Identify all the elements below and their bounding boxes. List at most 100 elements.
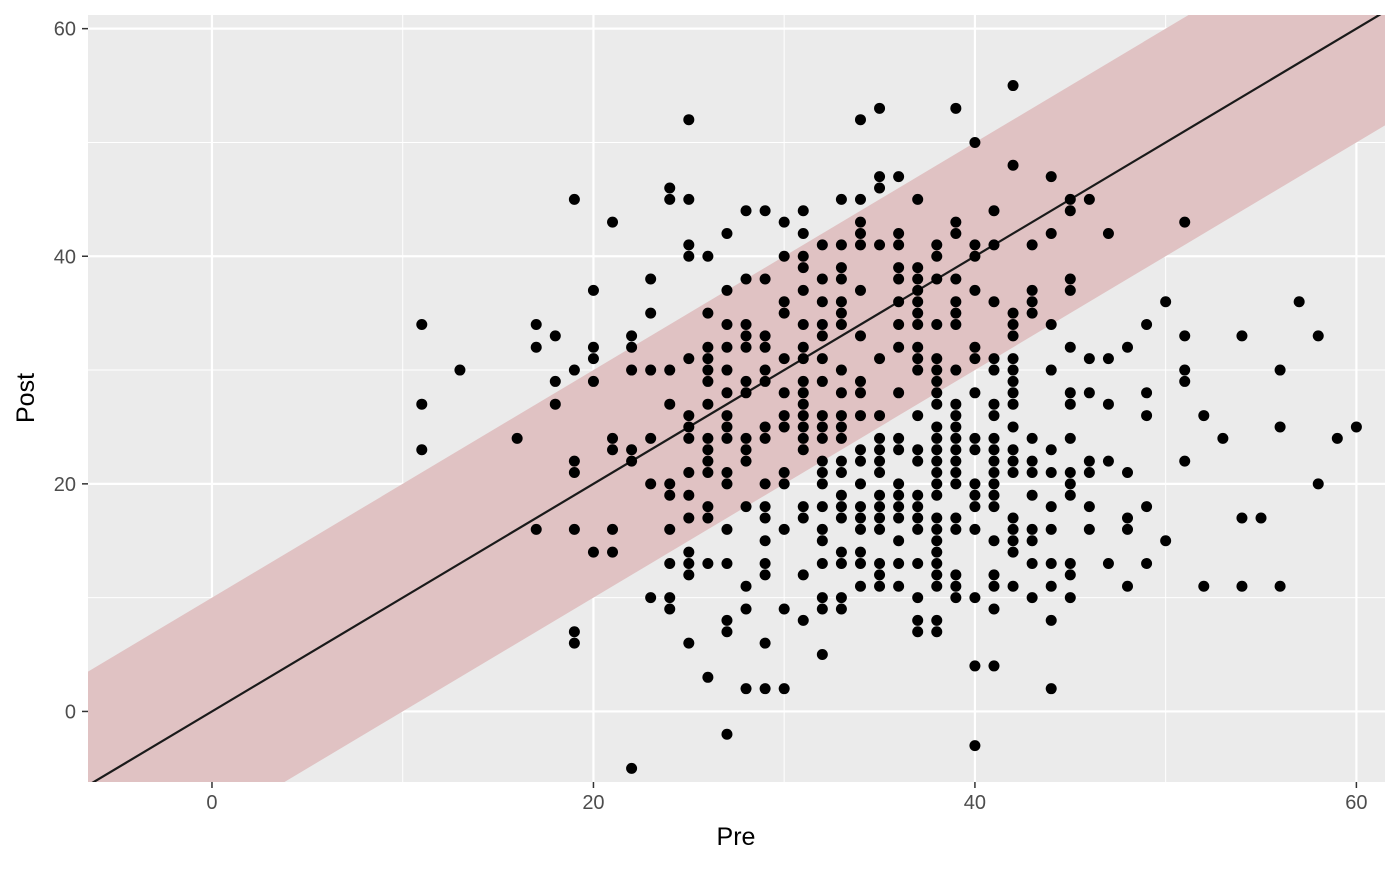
- data-point: [835, 410, 847, 422]
- data-point: [988, 205, 1000, 217]
- y-tick-label: 0: [65, 701, 76, 723]
- data-point: [1045, 614, 1057, 626]
- data-point: [1007, 319, 1019, 331]
- data-point: [835, 512, 847, 524]
- data-point: [1198, 410, 1210, 422]
- data-point: [797, 375, 809, 387]
- data-point: [835, 296, 847, 308]
- data-point: [931, 387, 943, 399]
- data-point: [988, 569, 1000, 581]
- data-point: [912, 523, 924, 535]
- data-point: [950, 569, 962, 581]
- data-point: [645, 307, 657, 319]
- y-axis: 0 20 40 60: [54, 19, 88, 723]
- data-point: [1331, 432, 1343, 444]
- data-point: [969, 341, 981, 353]
- y-axis-title: Post: [12, 373, 40, 423]
- data-point: [931, 535, 943, 547]
- data-point: [702, 512, 714, 524]
- data-point: [759, 478, 771, 490]
- data-point: [931, 478, 943, 490]
- data-point: [1026, 432, 1038, 444]
- data-point: [1083, 387, 1095, 399]
- data-point: [702, 432, 714, 444]
- data-point: [1064, 478, 1076, 490]
- data-point: [740, 603, 752, 615]
- x-axis: 0 20 40 60: [206, 782, 1368, 814]
- data-point: [969, 478, 981, 490]
- data-point: [931, 546, 943, 558]
- data-point: [835, 592, 847, 604]
- reference-line: [91, 15, 1382, 782]
- data-point: [950, 398, 962, 410]
- data-point: [854, 478, 866, 490]
- data-point: [587, 353, 599, 365]
- data-point: [1026, 284, 1038, 296]
- data-point: [988, 353, 1000, 365]
- data-point: [854, 455, 866, 467]
- data-point: [893, 558, 905, 570]
- data-point: [740, 330, 752, 342]
- data-point: [893, 512, 905, 524]
- data-point: [721, 523, 733, 535]
- data-point: [740, 341, 752, 353]
- data-point: [854, 523, 866, 535]
- data-point: [874, 102, 886, 114]
- data-point: [607, 432, 619, 444]
- data-point: [835, 387, 847, 399]
- data-point: [912, 307, 924, 319]
- data-point: [1083, 466, 1095, 478]
- data-point: [721, 227, 733, 239]
- data-point: [740, 501, 752, 513]
- data-point: [759, 512, 771, 524]
- data-point: [797, 353, 809, 365]
- data-point: [988, 489, 1000, 501]
- data-point: [721, 284, 733, 296]
- data-point: [1160, 535, 1172, 547]
- data-point: [416, 398, 428, 410]
- data-point: [702, 671, 714, 683]
- data-point: [759, 205, 771, 217]
- data-point: [816, 410, 828, 422]
- data-point: [874, 444, 886, 456]
- data-point: [664, 489, 676, 501]
- data-point: [664, 523, 676, 535]
- data-point: [874, 580, 886, 592]
- data-point: [816, 649, 828, 661]
- data-point: [740, 444, 752, 456]
- data-point: [1141, 387, 1153, 399]
- data-point: [1064, 205, 1076, 217]
- data-point: [835, 364, 847, 376]
- data-point: [931, 398, 943, 410]
- data-point: [912, 455, 924, 467]
- data-point: [893, 444, 905, 456]
- data-point: [1102, 455, 1114, 467]
- data-point: [969, 444, 981, 456]
- data-point: [931, 466, 943, 478]
- data-point: [988, 580, 1000, 592]
- data-point: [759, 330, 771, 342]
- data-point: [721, 558, 733, 570]
- data-point: [816, 478, 828, 490]
- data-point: [1007, 330, 1019, 342]
- data-point: [759, 535, 771, 547]
- data-point: [874, 455, 886, 467]
- data-point: [950, 523, 962, 535]
- data-point: [1064, 489, 1076, 501]
- data-point: [950, 478, 962, 490]
- data-point: [664, 182, 676, 194]
- data-point: [530, 319, 542, 331]
- data-point: [721, 421, 733, 433]
- data-point: [797, 284, 809, 296]
- data-point: [797, 410, 809, 422]
- data-point: [1064, 592, 1076, 604]
- data-point: [568, 193, 580, 205]
- data-point: [778, 523, 790, 535]
- data-point: [702, 364, 714, 376]
- data-point: [988, 239, 1000, 251]
- data-point: [816, 239, 828, 251]
- data-point: [778, 250, 790, 262]
- data-point: [1064, 341, 1076, 353]
- data-point: [664, 558, 676, 570]
